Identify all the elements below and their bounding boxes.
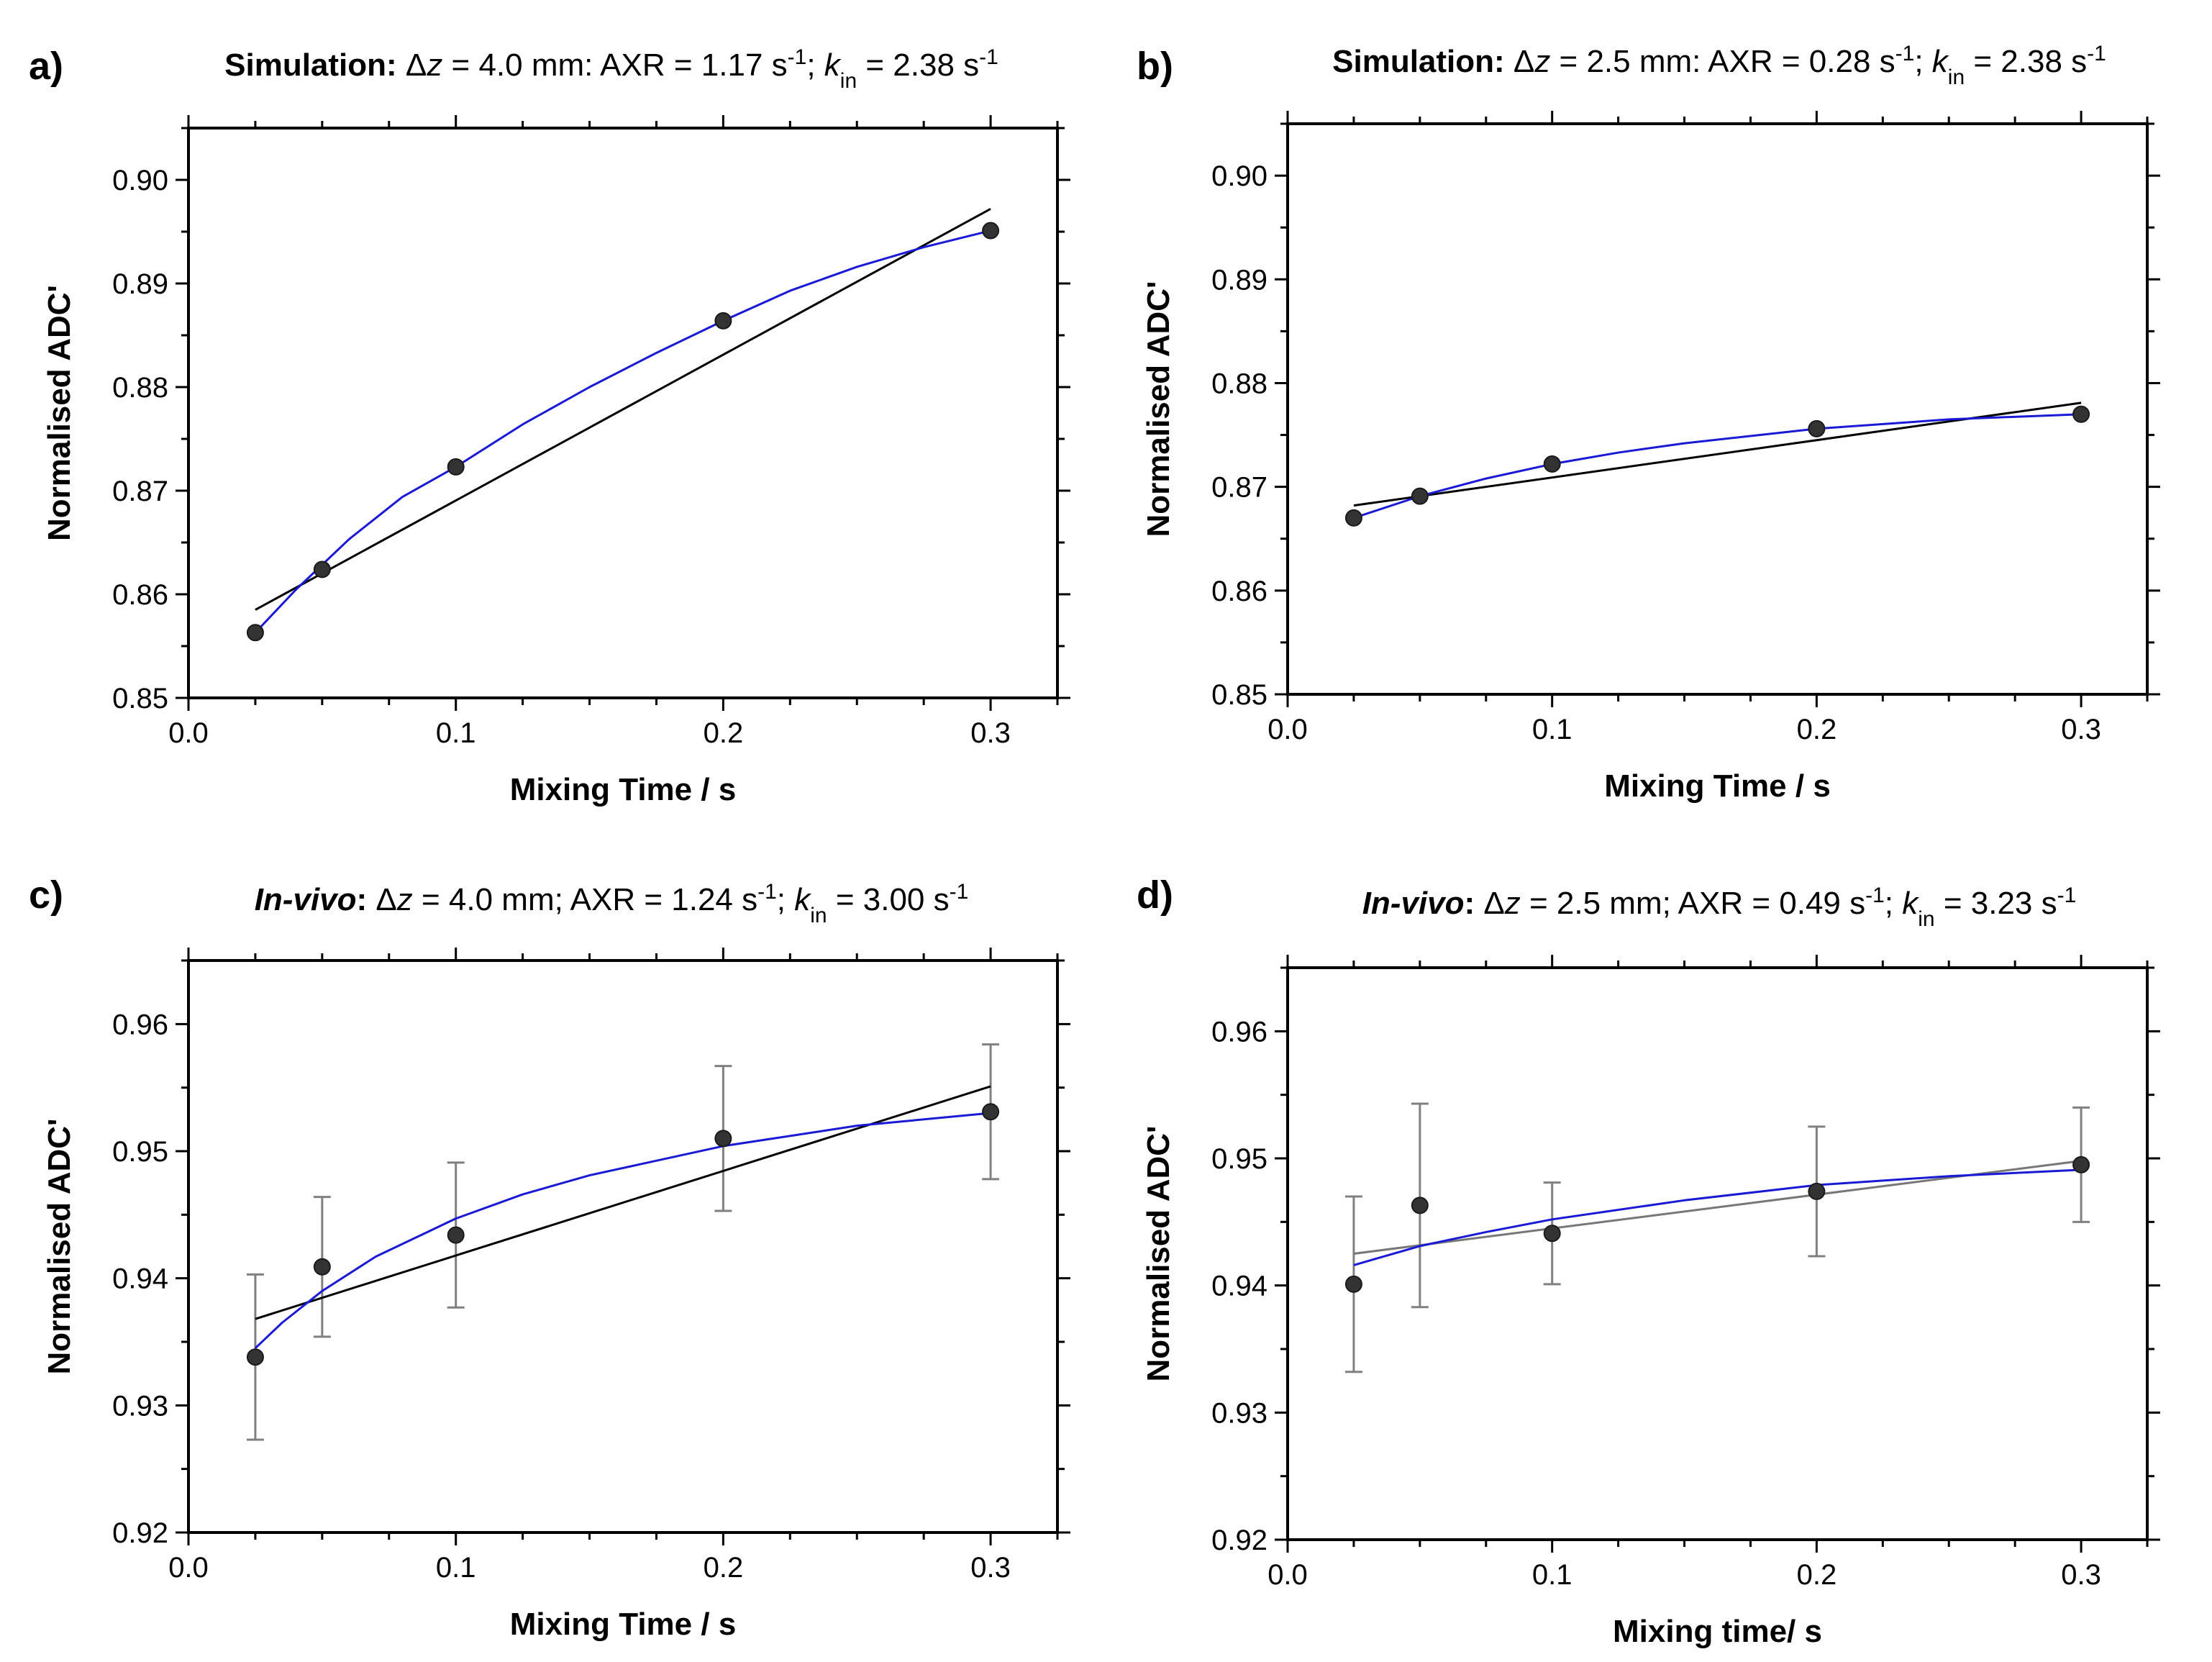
y-tick-label: 0.95	[1211, 1143, 1267, 1175]
plot-frame	[187, 127, 1059, 699]
x-axis-label: Mixing Time / s	[510, 772, 737, 807]
panel-letter: a)	[29, 45, 63, 88]
data-point	[246, 624, 264, 642]
y-axis-label: Normalised ADC'	[1141, 1125, 1176, 1381]
y-tick-label: 0.86	[112, 579, 168, 611]
y-tick-label: 0.89	[1211, 264, 1267, 296]
data-point	[447, 458, 465, 476]
panel-letter: d)	[1137, 873, 1173, 917]
exponential-fit-line	[254, 1112, 991, 1349]
x-tick-label: 0.0	[1267, 1559, 1308, 1591]
data-point	[714, 312, 732, 330]
y-tick-label: 0.92	[112, 1517, 168, 1549]
chart-title: In-vivo: Δz = 4.0 mm; AXR = 1.24 s-1; ki…	[255, 880, 969, 927]
chart-panel-1: a) Simulation: Δz = 4.0 mm: AXR = 1.17 s-…	[29, 45, 1070, 807]
y-tick-label: 0.95	[112, 1136, 168, 1168]
chart-panel-4: d) In-vivo: Δz = 2.5 mm; AXR = 0.49 s-1; …	[1137, 873, 2160, 1649]
data-point	[982, 222, 1000, 240]
data-point	[2072, 1155, 2090, 1173]
x-tick-label: 0.1	[1532, 1559, 1572, 1591]
y-tick-label: 0.88	[1211, 368, 1267, 399]
data-point	[1808, 419, 1826, 437]
data-point	[313, 560, 331, 578]
y-tick-label: 0.88	[112, 372, 168, 404]
y-tick-label: 0.96	[112, 1009, 168, 1040]
x-tick-label: 0.0	[1267, 714, 1308, 745]
x-axis-label: Mixing time/ s	[1613, 1614, 1822, 1649]
x-axis-label: Mixing Time / s	[1604, 768, 1831, 804]
y-tick-label: 0.85	[112, 683, 168, 714]
y-axis-label: Normalised ADC'	[1141, 281, 1176, 537]
data-point	[714, 1130, 732, 1148]
data-point	[1344, 509, 1362, 527]
y-tick-label: 0.94	[1211, 1271, 1267, 1302]
x-tick-label: 0.2	[1797, 1559, 1837, 1591]
data-point	[313, 1258, 331, 1276]
data-point	[1411, 1196, 1429, 1214]
x-tick-label: 0.1	[436, 717, 476, 749]
x-tick-label: 0.2	[704, 1552, 744, 1584]
y-tick-label: 0.96	[1211, 1016, 1267, 1048]
data-point	[1543, 455, 1561, 473]
y-tick-label: 0.93	[112, 1390, 168, 1422]
chart-title: In-vivo: Δz = 2.5 mm; AXR = 0.49 s-1; ki…	[1362, 884, 2077, 931]
x-tick-label: 0.3	[970, 717, 1011, 749]
linear-fit-line	[255, 1085, 991, 1320]
y-tick-label: 0.89	[112, 268, 168, 300]
x-tick-label: 0.3	[970, 1552, 1011, 1584]
x-tick-label: 0.3	[2061, 714, 2101, 745]
x-tick-label: 0.0	[168, 1552, 209, 1584]
data-point	[447, 1226, 465, 1244]
x-tick-label: 0.2	[704, 717, 744, 749]
y-axis-label: Normalised ADC'	[42, 285, 77, 541]
y-tick-label: 0.87	[1211, 472, 1267, 504]
plot-frame	[1286, 122, 2149, 696]
panel-letter: c)	[29, 873, 63, 917]
y-tick-label: 0.90	[112, 165, 168, 196]
chart-title: Simulation: Δz = 4.0 mm: AXR = 1.17 s-1;…	[224, 45, 998, 93]
y-tick-label: 0.94	[112, 1263, 168, 1295]
data-point	[2072, 405, 2090, 423]
y-tick-label: 0.92	[1211, 1525, 1267, 1556]
x-tick-label: 0.3	[2061, 1559, 2101, 1591]
chart-panel-3: c) In-vivo: Δz = 4.0 mm; AXR = 1.24 s-1; …	[29, 873, 1070, 1642]
x-tick-label: 0.1	[1532, 714, 1572, 745]
exponential-fit-line	[1353, 1168, 2082, 1266]
data-point	[982, 1103, 1000, 1121]
y-tick-label: 0.87	[112, 476, 168, 507]
x-tick-label: 0.1	[436, 1552, 476, 1584]
plot-frame	[187, 959, 1059, 1534]
x-tick-label: 0.0	[168, 717, 209, 749]
y-tick-label: 0.85	[1211, 679, 1267, 711]
chart-panel-2: b) Simulation: Δz = 2.5 mm: AXR = 0.28 s-…	[1137, 42, 2160, 804]
data-point	[1808, 1182, 1826, 1200]
data-point	[1411, 487, 1429, 505]
y-tick-label: 0.86	[1211, 576, 1267, 607]
panel-letter: b)	[1137, 45, 1173, 88]
data-point	[1543, 1225, 1561, 1243]
x-tick-label: 0.2	[1797, 714, 1837, 745]
y-axis-label: Normalised ADC'	[42, 1118, 77, 1374]
y-tick-label: 0.90	[1211, 160, 1267, 192]
y-tick-label: 0.93	[1211, 1397, 1267, 1429]
x-axis-label: Mixing Time / s	[510, 1607, 737, 1642]
exponential-fit-line	[1353, 413, 2082, 519]
data-point	[246, 1348, 264, 1366]
plot-frame	[1286, 966, 2149, 1541]
linear-fit-line	[255, 208, 991, 611]
exponential-fit-line	[254, 230, 991, 634]
chart-title: Simulation: Δz = 2.5 mm: AXR = 0.28 s-1;…	[1332, 42, 2106, 89]
data-point	[1344, 1275, 1362, 1293]
